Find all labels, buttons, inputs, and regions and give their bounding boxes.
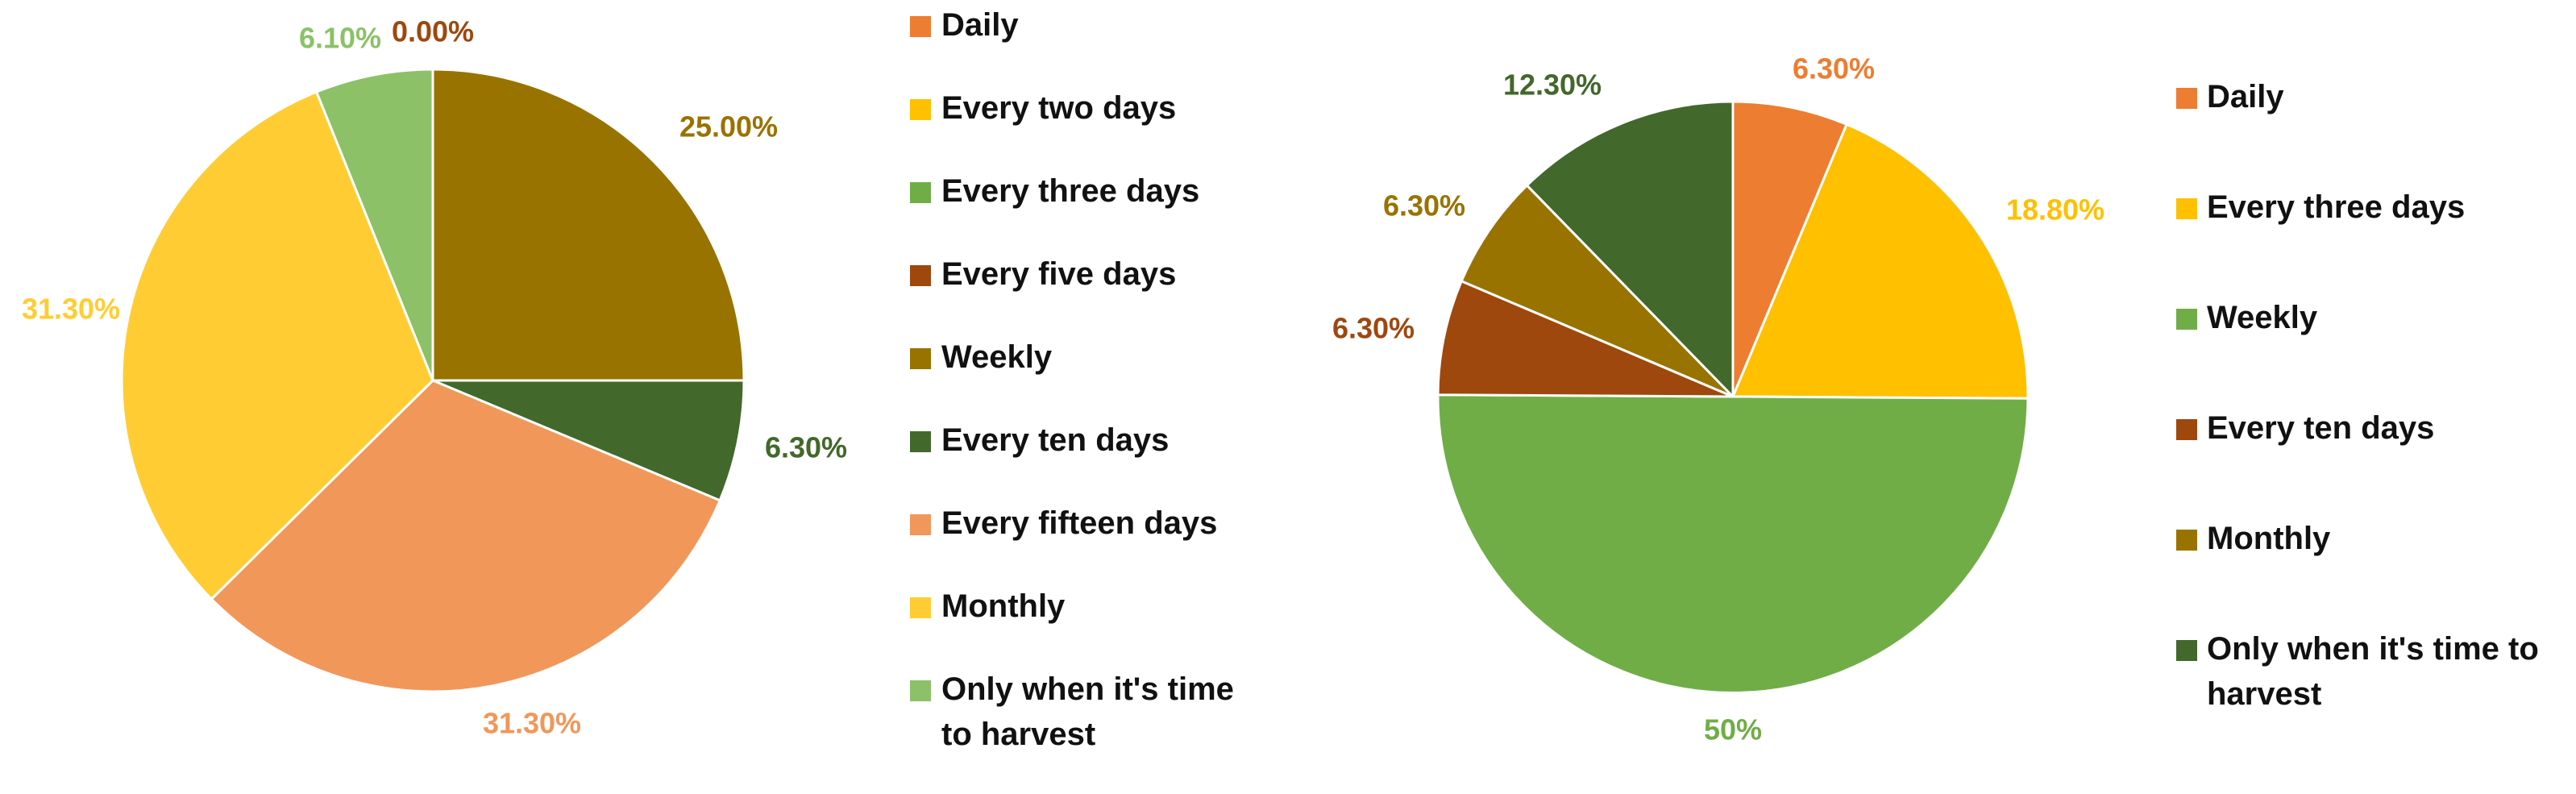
legend-label: Every five days xyxy=(941,256,1176,292)
data-label: 6.10% xyxy=(299,22,381,55)
legend-swatch xyxy=(2176,530,2197,551)
legend-swatch xyxy=(910,99,931,120)
data-label: 25.00% xyxy=(679,110,778,143)
legend-label: Every fifteen days xyxy=(941,505,1217,541)
pie-slice-only-when-it-s-time-to-harvest xyxy=(1525,100,1735,398)
legend-item: Every two days xyxy=(910,90,1176,126)
legend-item: Every five days xyxy=(910,256,1176,292)
legend-swatch xyxy=(910,597,931,618)
data-label: 31.30% xyxy=(22,293,120,326)
legend-item: Every three days xyxy=(910,173,1199,209)
legend-item: Every fifteen days xyxy=(910,505,1217,541)
pie-slices xyxy=(120,68,746,693)
legend-item: Monthly xyxy=(2176,521,2331,556)
legend-swatch xyxy=(910,431,931,452)
legend-label: Daily xyxy=(941,7,1019,43)
legend-label: Only when it's time to harvest xyxy=(941,671,1234,752)
legend-label: Daily xyxy=(2207,79,2284,114)
legend-swatch xyxy=(2176,419,2197,440)
legend-item: Every three days xyxy=(2176,189,2465,225)
legend-label: Monthly xyxy=(2207,521,2331,556)
legend: Daily Every three days Weekly Every ten day… xyxy=(2176,79,2539,712)
pie-slice-weekly xyxy=(1436,393,2030,694)
legend-item: Every ten days xyxy=(910,422,1169,458)
legend-swatch xyxy=(910,265,931,286)
pie-slices xyxy=(1436,100,2030,694)
data-label: 31.30% xyxy=(483,707,581,740)
pie-slice-only-when-it-s-time-to-harvest xyxy=(315,68,434,382)
pie-slice-every-ten-days xyxy=(431,379,746,502)
legend-swatch xyxy=(910,514,931,535)
data-label: 6.30% xyxy=(1793,52,1875,85)
legend-swatch xyxy=(910,348,931,369)
data-label: 0.00% xyxy=(392,15,474,48)
legend-swatch xyxy=(910,680,931,701)
data-labels: 6.30% 18.80% 50% 6.30% 6.30% 12.30% xyxy=(1332,52,2104,746)
data-label: 12.30% xyxy=(1503,69,1602,102)
data-label: 6.30% xyxy=(1332,312,1415,345)
legend-label: Weekly xyxy=(941,339,1053,375)
pie-slice-every-three-days xyxy=(1731,123,2030,400)
legend-item: Daily xyxy=(2176,79,2284,114)
legend-item: Weekly xyxy=(2176,300,2318,335)
legend-swatch xyxy=(2176,309,2197,330)
legend-label: Every ten days xyxy=(2207,410,2434,446)
legend-label: Every three days xyxy=(941,173,1199,209)
legend-label: Every ten days xyxy=(941,422,1169,458)
data-label: 18.80% xyxy=(2006,193,2104,227)
pie-slice-monthly xyxy=(1460,184,1735,398)
legend-item: Daily xyxy=(910,7,1019,43)
pie-slice-every-fifteen-days xyxy=(210,379,721,693)
legend-label: Weekly xyxy=(2207,300,2318,335)
legend-label: Every three days xyxy=(2207,189,2465,225)
legend-swatch xyxy=(910,182,931,203)
legend-item: Weekly xyxy=(910,339,1053,375)
legend-label: Every two days xyxy=(941,90,1176,126)
legend-swatch xyxy=(2176,198,2197,219)
pie-slice-weekly xyxy=(431,68,746,382)
pie-slice-every-ten-days xyxy=(1436,280,1735,398)
legend-item: Only when it's time to harvest xyxy=(2176,631,2539,712)
legend-swatch xyxy=(2176,640,2197,661)
legend-item: Only when it's time to harvest xyxy=(910,671,1234,752)
legend-item: Every ten days xyxy=(2176,410,2434,446)
pie-chart-1: 0.00% 25.00% 6.30% 31.30% 31.30% 6.10% Daily Ev… xyxy=(22,7,1234,752)
pie-chart-2: 6.30% 18.80% 50% 6.30% 6.30% 12.30% Daily Every… xyxy=(1332,52,2539,746)
legend-item: Monthly xyxy=(910,588,1066,624)
data-labels: 0.00% 25.00% 6.30% 31.30% 31.30% 6.10% xyxy=(22,15,847,740)
pie-slice-monthly xyxy=(120,90,434,601)
data-label: 6.30% xyxy=(1383,189,1465,222)
legend-swatch xyxy=(910,16,931,37)
legend-label: Monthly xyxy=(941,588,1066,624)
legend-swatch xyxy=(2176,88,2197,109)
data-label: 6.30% xyxy=(765,431,847,464)
legend: Daily Every two days Every three days Every… xyxy=(910,7,1234,752)
legend-label: Only when it's time to harvest xyxy=(2207,631,2539,712)
data-label: 50% xyxy=(1704,713,1762,746)
pie-slice-daily xyxy=(1731,100,1848,398)
